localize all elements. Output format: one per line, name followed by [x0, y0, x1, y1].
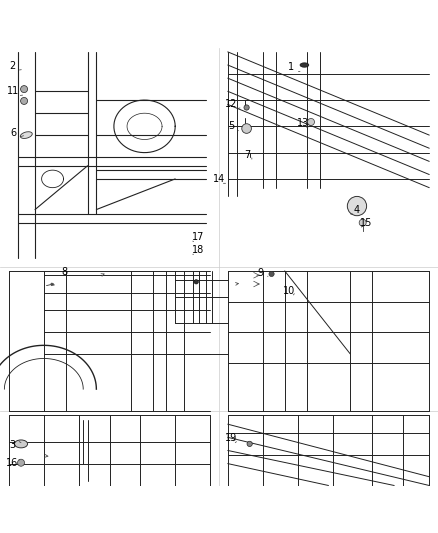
Text: 17: 17	[192, 232, 204, 242]
Text: 13: 13	[297, 118, 310, 128]
Circle shape	[21, 98, 28, 104]
Circle shape	[359, 219, 366, 226]
Ellipse shape	[14, 440, 28, 448]
Text: 18: 18	[192, 245, 204, 255]
Text: 5: 5	[228, 122, 234, 131]
Circle shape	[21, 86, 28, 93]
Circle shape	[269, 271, 274, 277]
Text: 7: 7	[244, 150, 251, 160]
Text: 19: 19	[225, 433, 237, 443]
Circle shape	[347, 197, 367, 216]
Text: 6: 6	[10, 128, 16, 138]
Text: 14: 14	[213, 174, 225, 184]
Circle shape	[18, 459, 25, 466]
Text: 15: 15	[360, 217, 372, 228]
Text: 8: 8	[62, 266, 68, 277]
Text: 12: 12	[225, 100, 237, 109]
Circle shape	[242, 124, 251, 133]
Ellipse shape	[300, 63, 309, 67]
Circle shape	[247, 441, 252, 447]
Circle shape	[307, 118, 314, 125]
Text: 3: 3	[9, 440, 15, 450]
FancyArrowPatch shape	[46, 284, 53, 286]
Circle shape	[194, 280, 198, 284]
Text: 11: 11	[7, 86, 19, 96]
Text: 4: 4	[354, 205, 360, 215]
Text: 16: 16	[6, 458, 18, 468]
Ellipse shape	[20, 132, 32, 139]
Text: 1: 1	[288, 62, 294, 72]
Text: 9: 9	[258, 268, 264, 278]
Text: 10: 10	[283, 286, 295, 296]
Text: 2: 2	[9, 61, 15, 71]
Circle shape	[244, 105, 249, 110]
